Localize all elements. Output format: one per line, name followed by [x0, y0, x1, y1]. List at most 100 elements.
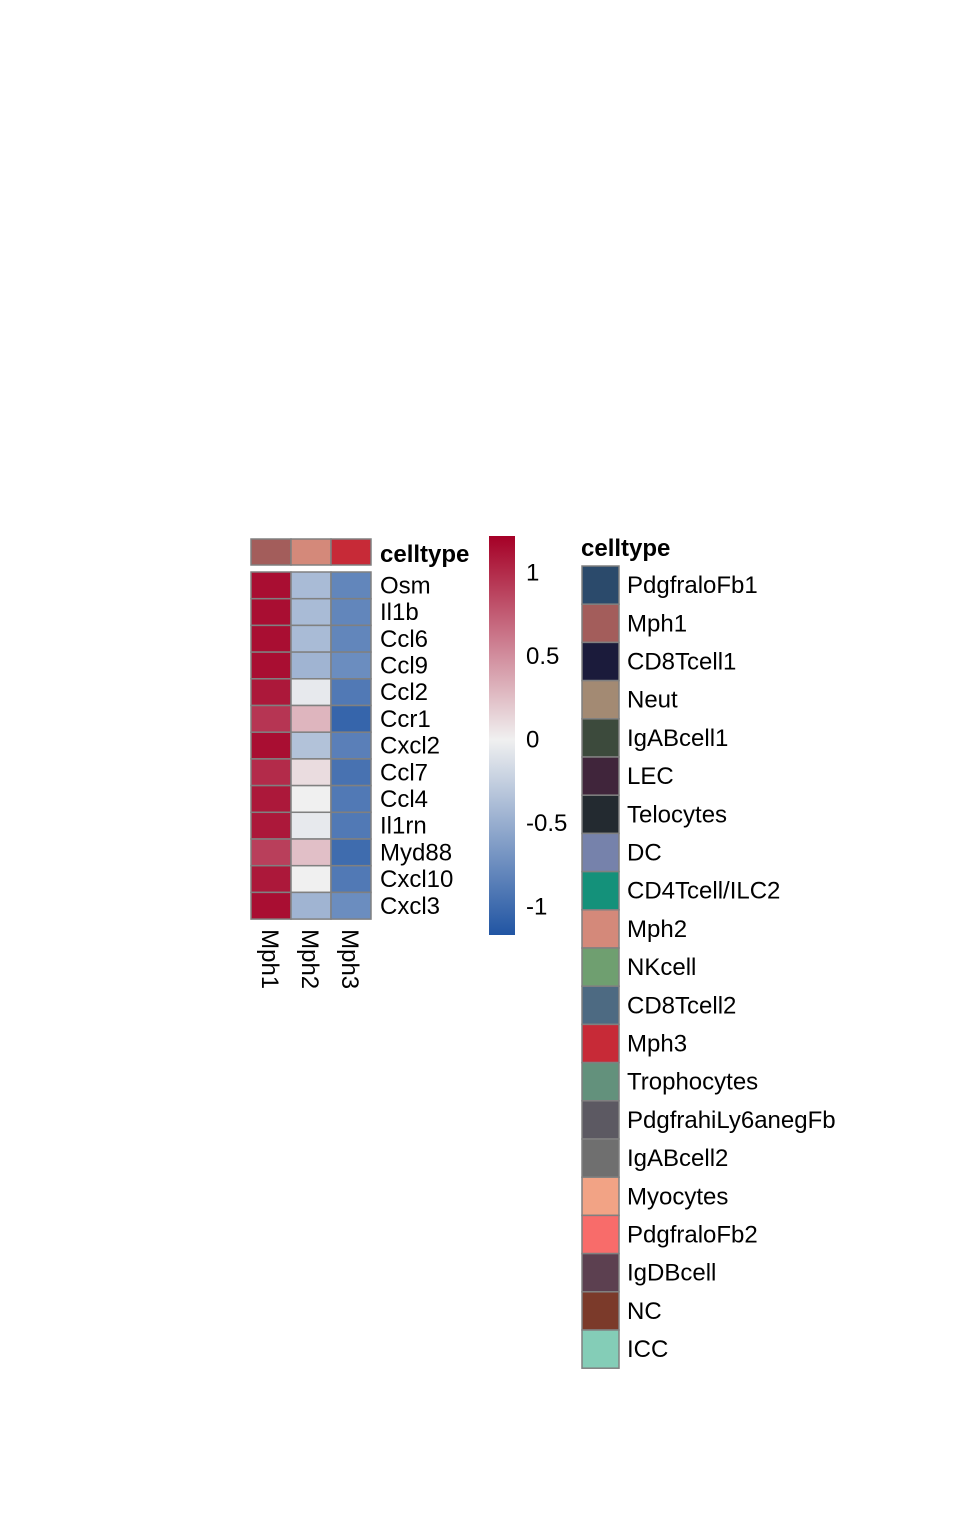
- heatmap-cell: [250, 597, 292, 627]
- row-label: Il1b: [380, 599, 419, 626]
- legend-swatch: [581, 1214, 620, 1255]
- legend-label: CD8Tcell1: [627, 649, 736, 676]
- heatmap-cell: [290, 651, 332, 680]
- heatmap-cell: [330, 758, 372, 787]
- heatmap-cell: [330, 624, 372, 653]
- heatmap-cell: [330, 597, 372, 627]
- legend-swatch: [581, 909, 620, 949]
- colorbar-ticks: 1 0.5 0 -0.5 -1: [526, 560, 567, 921]
- legend-swatch: [581, 1176, 620, 1217]
- legend-swatch: [581, 718, 620, 758]
- annotation-cell-mph1: [250, 538, 292, 566]
- legend-label: NC: [627, 1298, 662, 1325]
- heatmap-cell: [290, 838, 332, 867]
- heatmap-cell: [290, 571, 332, 600]
- legend-swatch: [581, 565, 620, 605]
- heatmap-cell: [250, 651, 292, 680]
- celltype-annotation-bar: [250, 538, 372, 566]
- legend-swatch: [581, 1252, 620, 1293]
- heatmap-cell: [330, 891, 372, 920]
- legend-label: Telocytes: [627, 801, 727, 828]
- legend-title: celltype: [581, 535, 670, 562]
- colorbar: 1 0.5 0 -0.5 -1: [489, 536, 567, 935]
- legend-swatch: [581, 1291, 620, 1331]
- legend-swatch: [581, 603, 620, 644]
- legend-swatch: [581, 756, 620, 796]
- row-label: Myd88: [380, 839, 452, 866]
- row-label: Ccl2: [380, 679, 428, 706]
- heatmap-cell: [250, 678, 292, 707]
- legend-swatch: [581, 985, 620, 1026]
- legend-swatch: [581, 1023, 620, 1064]
- legend-label: LEC: [627, 763, 674, 790]
- row-label: Il1rn: [380, 813, 427, 840]
- colorbar-tick-label: 1: [526, 560, 539, 587]
- heatmap-cell: [250, 784, 292, 814]
- heatmap-cell: [290, 811, 332, 840]
- heatmap-cell: [330, 678, 372, 707]
- column-label: Mph1: [256, 929, 283, 989]
- row-label: Osm: [380, 572, 431, 599]
- heatmap-cell: [330, 571, 372, 600]
- heatmap-cell: [290, 704, 332, 733]
- legend-label: IgABcell2: [627, 1145, 728, 1172]
- legend-label: PdgfrahiLy6anegFb: [627, 1107, 836, 1134]
- legend-swatch: [581, 1138, 620, 1178]
- legend-swatch: [581, 947, 620, 987]
- annotation-title: celltype: [380, 541, 469, 568]
- legend-label: Myocytes: [627, 1183, 728, 1210]
- row-label: Ccl6: [380, 626, 428, 653]
- legend-label: DC: [627, 840, 662, 867]
- legend-swatch: [581, 870, 620, 911]
- heatmap-cell: [250, 704, 292, 733]
- heatmap-cell: [290, 597, 332, 627]
- heatmap-cell: [250, 891, 292, 920]
- heatmap-cell: [250, 838, 292, 867]
- heatmap-cell: [250, 811, 292, 840]
- heatmap-cell: [290, 758, 332, 787]
- heatmap-cell: [330, 704, 372, 733]
- annotation-cell-mph3: [330, 538, 372, 566]
- heatmap-cells: [250, 571, 372, 920]
- row-label: Cxcl10: [380, 866, 453, 893]
- legend-label: Trophocytes: [627, 1069, 758, 1096]
- colorbar-tick-label: 0.5: [526, 643, 559, 670]
- legend-swatch: [581, 679, 620, 720]
- heatmap-cell: [250, 624, 292, 653]
- legend-label: Mph1: [627, 610, 687, 637]
- legend-label: Neut: [627, 687, 678, 714]
- row-label: Cxcl3: [380, 893, 440, 920]
- heatmap-cell: [290, 624, 332, 653]
- colorbar-gradient: [489, 536, 515, 935]
- row-label: Cxcl2: [380, 733, 440, 760]
- legend-label: Mph2: [627, 916, 687, 943]
- legend-swatch: [581, 832, 620, 873]
- legend-label: CD8Tcell2: [627, 992, 736, 1019]
- legend-label: NKcell: [627, 954, 696, 981]
- heatmap-cell: [290, 891, 332, 920]
- heatmap-cell: [330, 838, 372, 867]
- row-labels: OsmIl1bCcl6Ccl9Ccl2Ccr1Cxcl2Ccl7Ccl4Il1r…: [380, 572, 453, 919]
- row-label: Ccl4: [380, 786, 428, 813]
- legend-label: IgABcell1: [627, 725, 728, 752]
- heatmap-cell: [250, 758, 292, 787]
- legend-label: PdgfraloFb2: [627, 1222, 758, 1249]
- colorbar-tick-label: -1: [526, 894, 547, 921]
- heatmap-cell: [290, 678, 332, 707]
- legend-swatch: [581, 641, 620, 682]
- column-label: Mph2: [296, 929, 323, 989]
- heatmap-cell: [290, 864, 332, 894]
- legend-swatch: [581, 794, 620, 835]
- legend-swatch: [581, 1100, 620, 1140]
- column-labels: Mph1 Mph2 Mph3: [256, 929, 363, 989]
- legend-label: Mph3: [627, 1031, 687, 1058]
- heatmap-cell: [290, 784, 332, 814]
- legend-label: ICC: [627, 1336, 668, 1363]
- heatmap-cell: [290, 731, 332, 760]
- heatmap-cell: [250, 864, 292, 894]
- heatmap-cell: [250, 731, 292, 760]
- row-label: Ccl7: [380, 759, 428, 786]
- heatmap-cell: [250, 571, 292, 600]
- legend-swatch: [581, 1061, 620, 1102]
